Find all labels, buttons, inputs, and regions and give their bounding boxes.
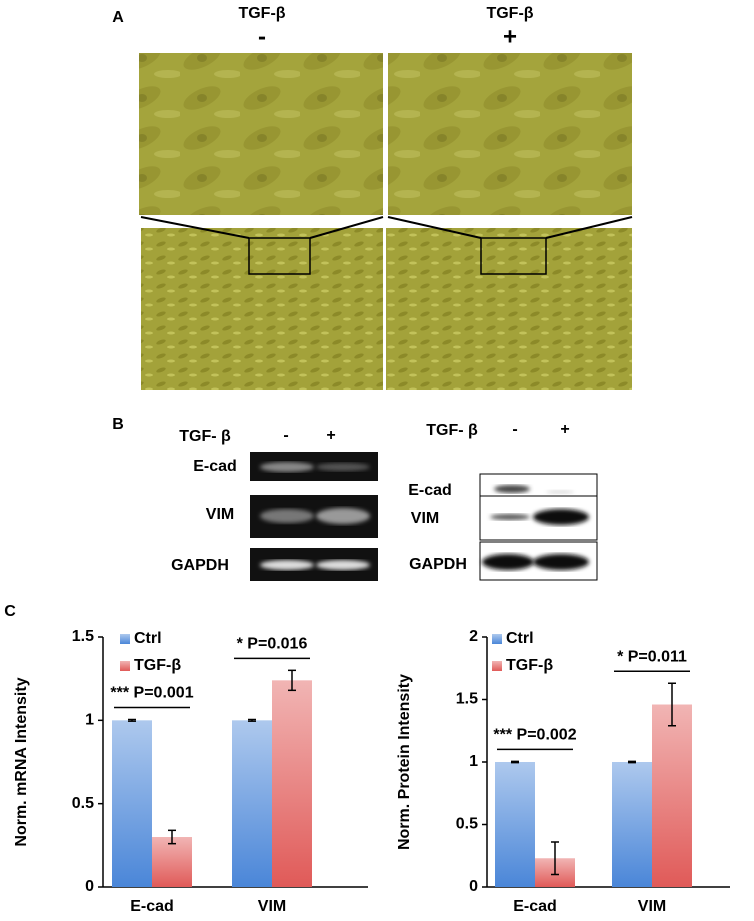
annotation: *** P=0.001 (110, 685, 193, 702)
bar (612, 762, 652, 887)
lane-label: + (560, 421, 569, 438)
y-tick-label: 0.5 (456, 816, 478, 833)
row-label: GAPDH (171, 557, 229, 574)
bar (112, 720, 152, 887)
bar (272, 680, 312, 887)
zoom-box (480, 237, 547, 275)
y-tick-label: 1 (469, 753, 478, 770)
error-bar (668, 682, 676, 727)
treatment-label: TGF- β (426, 422, 478, 439)
zoom-box (248, 237, 311, 275)
legend-label: TGF-β (506, 657, 553, 674)
legend-swatch (120, 634, 130, 644)
y-tick-label: 1 (85, 712, 94, 729)
column-title: TGF-β (486, 5, 533, 22)
annotation: * P=0.016 (237, 636, 308, 653)
bar (495, 762, 535, 887)
y-tick-label: 2 (469, 628, 478, 645)
western-blot (479, 473, 598, 581)
y-tick-label: 0 (85, 878, 94, 895)
legend-label: Ctrl (506, 630, 534, 647)
y-tick-label: 1.5 (456, 691, 478, 708)
zoom-line (545, 216, 633, 239)
row-label: E-cad (408, 482, 452, 499)
row-label: VIM (206, 506, 234, 523)
annotation: *** P=0.002 (493, 727, 576, 744)
zoom-line (309, 216, 384, 239)
error-bar (551, 841, 559, 876)
column-title: TGF-β (238, 5, 285, 22)
x-tick-label: E-cad (513, 898, 557, 915)
row-label: VIM (411, 510, 439, 527)
y-axis-label: Norm. mRNA Intensity (13, 677, 30, 846)
zoom-line (140, 216, 250, 239)
lane-label: - (283, 427, 288, 444)
bar (652, 704, 692, 887)
annotation: * P=0.011 (617, 648, 687, 665)
y-tick-label: 1.5 (72, 628, 94, 645)
y-tick-label: 0 (469, 878, 478, 895)
y-axis-label: Norm. Protein Intensity (396, 674, 413, 850)
bar (232, 720, 272, 887)
x-tick-label: VIM (258, 898, 286, 915)
panel-label: B (112, 416, 124, 433)
error-bar (248, 718, 256, 722)
error-bar (628, 760, 636, 764)
micrograph (141, 228, 383, 390)
legend-label: Ctrl (134, 630, 162, 647)
micrograph (386, 228, 632, 390)
row-label: GAPDH (409, 556, 467, 573)
legend-label: TGF-β (134, 657, 181, 674)
panel-label: A (112, 9, 124, 26)
x-tick-label: E-cad (130, 898, 174, 915)
treatment-label: TGF- β (179, 428, 231, 445)
row-label: E-cad (193, 458, 237, 475)
zoom-line (387, 216, 482, 239)
micrograph-zoom (388, 53, 632, 215)
x-tick-label: VIM (638, 898, 666, 915)
bar (152, 837, 192, 887)
y-tick-label: 0.5 (72, 795, 94, 812)
panel-label: C (4, 603, 16, 620)
legend-swatch (492, 661, 502, 671)
error-bar (288, 669, 296, 692)
column-sign: + (503, 23, 517, 50)
lane-label: - (512, 421, 517, 438)
gel (250, 452, 378, 581)
lane-label: + (326, 427, 335, 444)
legend-swatch (492, 634, 502, 644)
column-sign: - (258, 23, 266, 50)
legend-swatch (120, 661, 130, 671)
error-bar (511, 760, 519, 764)
micrograph-zoom (139, 53, 383, 215)
error-bar (168, 829, 176, 845)
error-bar (128, 718, 136, 722)
